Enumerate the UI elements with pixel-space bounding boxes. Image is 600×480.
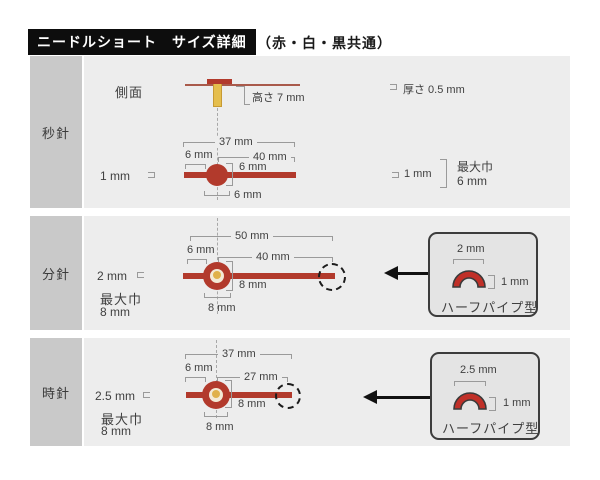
- pipe-type-label: ハーフパイプ型: [441, 300, 539, 315]
- dim-line-hub-bottom: [204, 190, 230, 196]
- dim-hub-side: 8 mm: [238, 398, 266, 410]
- title-color-note: （赤・白・黒共通）: [257, 35, 392, 51]
- dim-line-hub-bottom: [204, 410, 228, 417]
- pipe-height-bracket: [489, 397, 496, 411]
- dim-line-hub-bottom: [204, 291, 231, 298]
- dim-hub-bottom: 6 mm: [234, 189, 262, 201]
- arrow-left-icon: [395, 272, 428, 275]
- row-label-second-hand: 秒針: [30, 56, 82, 208]
- dim-total: 50 mm: [231, 230, 273, 242]
- arrow-left-head-icon: [363, 390, 377, 404]
- pipe-height-bracket: [488, 275, 495, 289]
- pipe-type-label: ハーフパイプ型: [442, 421, 540, 436]
- max-width-label: 最大巾: [457, 160, 494, 174]
- tail-width-bracket-icon: [148, 172, 155, 178]
- dim-line-tail: [185, 377, 206, 382]
- pipe-height-dim: 1 mm: [503, 397, 531, 409]
- pipe-width-dim: 2.5 mm: [457, 364, 500, 376]
- tip-highlight-dashed-circle-icon: [318, 263, 346, 291]
- hub-shaft-dot: [213, 271, 221, 279]
- minute-max-width-value: 8 mm: [100, 305, 130, 319]
- hour-hand-icon: [186, 392, 292, 398]
- dim-front: 27 mm: [240, 371, 282, 383]
- pipe-width-dim: 2 mm: [454, 243, 488, 255]
- minute-width-bracket-icon: [137, 272, 144, 278]
- hour-max-width-label: 最大巾: [101, 412, 144, 427]
- dim-hub-bottom: 8 mm: [206, 421, 234, 433]
- max-width-bracket-icon: [392, 172, 399, 178]
- height-leader-line: [236, 86, 250, 105]
- height-dim: 高さ 7 mm: [252, 92, 305, 104]
- arrow-left-head-icon: [384, 266, 398, 280]
- dim-line-tail: [185, 164, 206, 169]
- side-view-label: 側面: [115, 85, 144, 100]
- half-pipe-cross-section-icon: [453, 392, 487, 410]
- dim-hub-side: 6 mm: [239, 161, 267, 173]
- minute-max-width-label: 最大巾: [100, 292, 143, 307]
- dim-tail: 6 mm: [187, 244, 215, 256]
- max-width-range-bracket: [437, 159, 447, 188]
- pipe-width-line: [453, 259, 484, 264]
- max-width-value: 1 mm: [404, 168, 432, 180]
- hour-hand-label: 時針: [41, 385, 70, 401]
- second-hand-hub-icon: [206, 164, 228, 186]
- hub-side-bracket: [223, 380, 232, 408]
- page-title: ニードルショート サイズ詳細: [28, 29, 256, 55]
- pipe-width-line: [454, 381, 486, 386]
- hour-tail-width: 2.5 mm: [95, 389, 136, 403]
- hub-shaft-dot: [212, 390, 220, 398]
- row-label-hour-hand: 時針: [30, 338, 82, 446]
- dim-total: 37 mm: [218, 348, 260, 360]
- hour-hand-hub-icon: [202, 381, 230, 409]
- dim-total: 37 mm: [215, 136, 257, 148]
- thickness-dim: 厚さ 0.5 mm: [403, 84, 465, 96]
- axis-dashed-line: [217, 108, 218, 200]
- dim-hub-bottom: 8 mm: [208, 302, 236, 314]
- dim-front: 40 mm: [252, 251, 294, 263]
- half-pipe-box-hour: 2.5 mm 1 mm ハーフパイプ型: [430, 352, 540, 440]
- half-pipe-box-minute: 2 mm 1 mm ハーフパイプ型: [428, 232, 538, 317]
- hour-max-width-value: 8 mm: [101, 424, 131, 438]
- dim-line-tail: [187, 259, 207, 264]
- hub-side-bracket: [224, 261, 233, 291]
- dim-front: 40 mm: [249, 151, 291, 163]
- tail-width-dim: 1 mm: [100, 169, 130, 183]
- arrow-left-icon: [374, 396, 430, 399]
- hour-width-bracket-icon: [143, 392, 150, 398]
- hub-side-bracket: [224, 163, 233, 186]
- second-hand-icon: [184, 172, 296, 178]
- minute-hand-hub-icon: [203, 262, 231, 290]
- pipe-height-dim: 1 mm: [501, 276, 529, 288]
- second-hand-label: 秒針: [41, 125, 70, 141]
- row-label-minute-hand: 分針: [30, 216, 82, 330]
- minute-hand-label: 分針: [41, 266, 70, 282]
- tip-highlight-dashed-circle-icon: [275, 383, 301, 409]
- axis-dashed-line: [216, 340, 217, 418]
- minute-hand-icon: [183, 273, 335, 279]
- dim-tail: 6 mm: [185, 362, 213, 374]
- thickness-bracket-icon: [390, 84, 397, 90]
- minute-tail-width: 2 mm: [97, 269, 127, 283]
- dim-tail: 6 mm: [185, 149, 213, 161]
- dim-hub-side: 8 mm: [239, 279, 267, 291]
- max-width-size: 6 mm: [457, 174, 487, 188]
- half-pipe-cross-section-icon: [452, 270, 486, 288]
- row-second-hand: [84, 56, 570, 208]
